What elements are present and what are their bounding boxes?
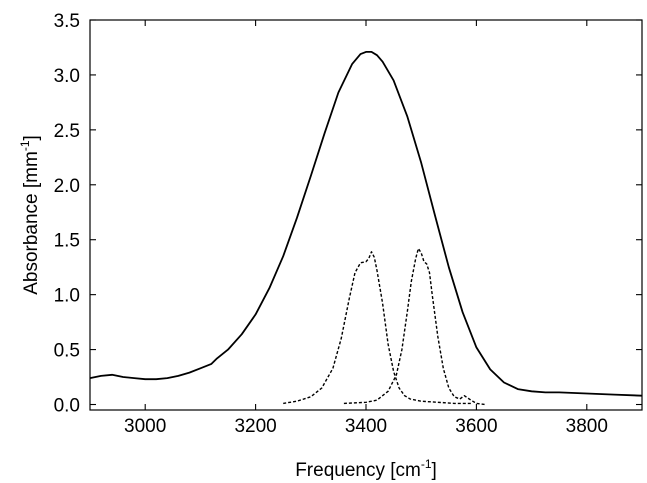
y-tick-label: 3.5 <box>54 11 80 32</box>
x-axis-title: Frequency [cm-1] <box>295 457 437 481</box>
y-tick-label: 1.5 <box>54 231 80 252</box>
series-line-component-2 <box>343 247 485 406</box>
x-tick-label: 3000 <box>124 416 166 437</box>
y-tick-label: 1.0 <box>54 286 80 307</box>
x-tick-label: 3200 <box>234 416 276 437</box>
series-line-total <box>89 51 643 397</box>
series-line-component-1 <box>283 251 471 405</box>
y-axis-title: Absorbance [mm-1] <box>18 135 42 295</box>
x-tick-label: 3400 <box>345 416 387 437</box>
x-tick-label: 3600 <box>455 416 497 437</box>
y-tick-label: 0.0 <box>54 396 80 417</box>
y-tick-label: 2.5 <box>54 121 80 142</box>
plot-frame <box>89 19 643 411</box>
y-tick-label: 3.0 <box>54 66 80 87</box>
y-tick-label: 0.5 <box>54 341 80 362</box>
series-group <box>89 51 643 406</box>
y-tick-label: 2.0 <box>54 176 80 197</box>
ticks-group <box>90 19 642 410</box>
tick-labels-group: 3000 3200 3400 3600 3800 0.0 0.5 1.0 1.5 2.0 2.5 3.… <box>54 11 608 437</box>
x-tick-label: 3800 <box>566 416 608 437</box>
